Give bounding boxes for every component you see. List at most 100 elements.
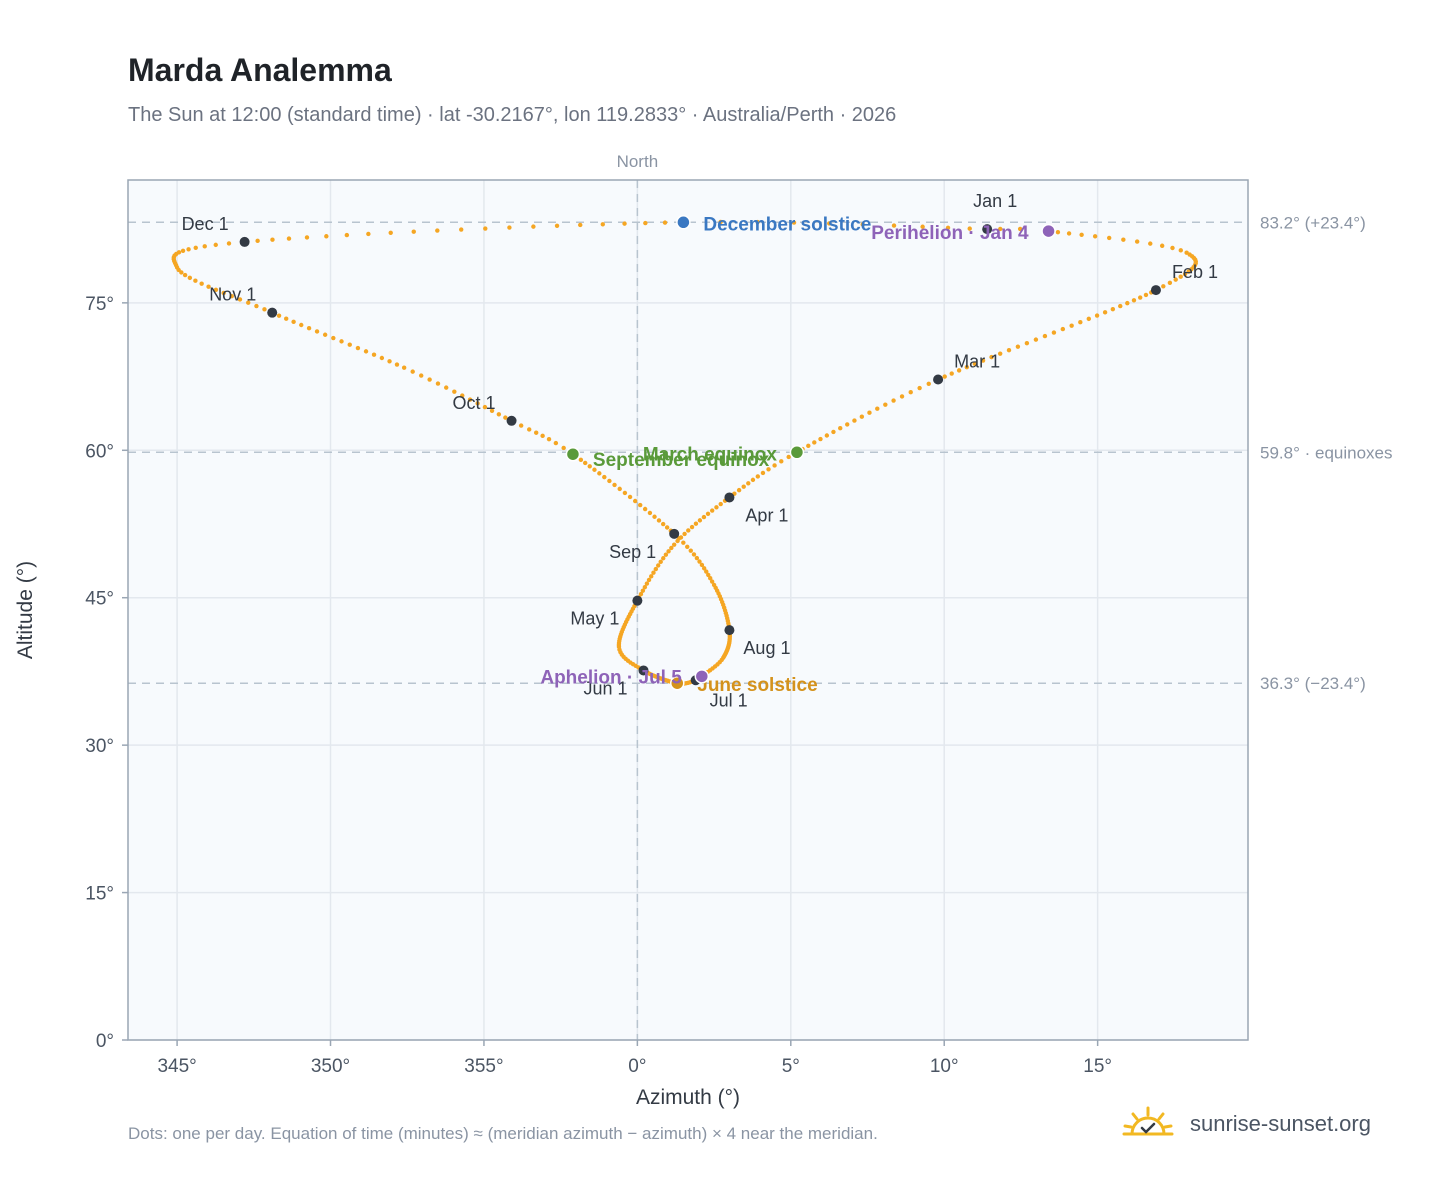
day-point <box>355 345 361 351</box>
day-point <box>1148 241 1153 246</box>
day-point <box>299 322 304 328</box>
day-point <box>1167 280 1173 286</box>
brand-name: sunrise-sunset.org <box>1190 1111 1371 1136</box>
day-point <box>824 433 830 438</box>
day-point <box>827 221 832 226</box>
day-point <box>746 481 751 486</box>
day-point <box>1051 330 1057 335</box>
y-tick-label: 15° <box>85 884 114 905</box>
day-point <box>1186 269 1191 274</box>
day-point <box>379 355 385 361</box>
footnote: Dots: one per day. Equation of time (min… <box>128 1124 878 1143</box>
event-markers: December solstice Perihelion · Jan 4 March… <box>540 214 1056 696</box>
day-point <box>647 510 653 516</box>
day-point <box>221 290 226 296</box>
day-point <box>681 540 686 545</box>
day-point <box>917 385 922 391</box>
month-marker-label: Jan 1 <box>973 191 1017 211</box>
day-point <box>714 505 719 510</box>
brand-link[interactable]: sunrise-sunset.org <box>1120 1100 1371 1148</box>
day-point <box>1033 337 1039 342</box>
day-point <box>891 223 897 228</box>
day-point <box>791 220 797 225</box>
day-point <box>1092 234 1098 239</box>
day-point <box>646 577 652 583</box>
day-point <box>627 494 633 500</box>
meridian-label: North <box>617 152 659 171</box>
day-point <box>926 381 931 386</box>
y-tick-label: 75° <box>85 294 114 315</box>
day-point <box>410 369 415 374</box>
day-point <box>213 287 219 292</box>
day-point <box>1015 344 1021 349</box>
day-point <box>286 236 292 241</box>
reference-line-label: 36.3° (−23.4°) <box>1260 674 1366 693</box>
day-point <box>246 300 251 305</box>
x-tick-label: 0° <box>628 1056 646 1077</box>
day-point <box>489 408 495 413</box>
day-point <box>475 401 480 406</box>
day-point <box>1170 245 1175 251</box>
event-marker-dot <box>676 215 691 230</box>
day-point <box>755 219 760 225</box>
day-point <box>401 365 407 370</box>
reference-line-labels: 83.2° (+23.4°) 59.8° · equinoxes 36.3° (−2… <box>1260 213 1393 693</box>
day-point <box>772 463 777 468</box>
y-axis-ticks: 0° 15° 30° 45° 60° 75° <box>85 294 128 1052</box>
month-marker-label: Nov 1 <box>209 285 256 305</box>
month-marker-label: Jun 1 <box>583 678 627 698</box>
day-point <box>554 223 560 228</box>
day-point <box>213 242 218 248</box>
day-point <box>663 552 669 557</box>
month-marker-label: Jul 1 <box>710 690 748 710</box>
day-point <box>1178 248 1183 253</box>
month-marker-dot <box>1150 285 1161 296</box>
day-point <box>1138 295 1143 300</box>
day-point <box>689 524 695 530</box>
day-point <box>750 477 756 483</box>
day-point <box>701 566 707 571</box>
day-point <box>1024 340 1030 346</box>
day-point <box>459 227 464 232</box>
day-point <box>592 467 597 472</box>
day-point <box>908 390 913 395</box>
day-point <box>607 478 612 484</box>
day-point <box>1110 306 1116 312</box>
month-marker-dot <box>239 236 250 247</box>
day-point <box>697 559 702 564</box>
day-point <box>651 570 656 575</box>
day-point <box>612 482 617 488</box>
day-point <box>331 335 336 341</box>
day-point <box>587 464 592 469</box>
day-point <box>1078 320 1083 325</box>
day-point <box>718 501 723 507</box>
day-point <box>691 552 697 557</box>
day-point <box>662 220 668 225</box>
day-point <box>518 423 524 428</box>
day-point <box>597 471 602 476</box>
day-point <box>503 415 508 420</box>
day-point <box>818 436 823 442</box>
day-point <box>741 484 746 489</box>
day-point <box>600 222 605 227</box>
day-point <box>666 549 671 554</box>
day-point <box>1131 298 1137 303</box>
day-point <box>831 429 836 435</box>
day-point <box>660 521 666 527</box>
chart-subtitle: The Sun at 12:00 (standard time) · lat -… <box>128 104 897 126</box>
day-point <box>553 440 559 446</box>
day-point <box>632 498 638 504</box>
event-marker-label: Perihelion · Jan 4 <box>871 223 1029 244</box>
y-tick-label: 60° <box>85 441 114 462</box>
day-point <box>276 313 282 318</box>
reference-line-label: 83.2° (+23.4°) <box>1260 213 1366 232</box>
day-point <box>1006 347 1012 353</box>
x-tick-label: 15° <box>1083 1056 1112 1077</box>
event-marker-dot <box>789 445 805 460</box>
day-point <box>1159 243 1165 248</box>
day-point <box>322 332 328 337</box>
day-point <box>686 528 691 533</box>
day-point <box>270 237 275 242</box>
day-point <box>860 222 865 227</box>
analemma-curve <box>171 219 1198 686</box>
